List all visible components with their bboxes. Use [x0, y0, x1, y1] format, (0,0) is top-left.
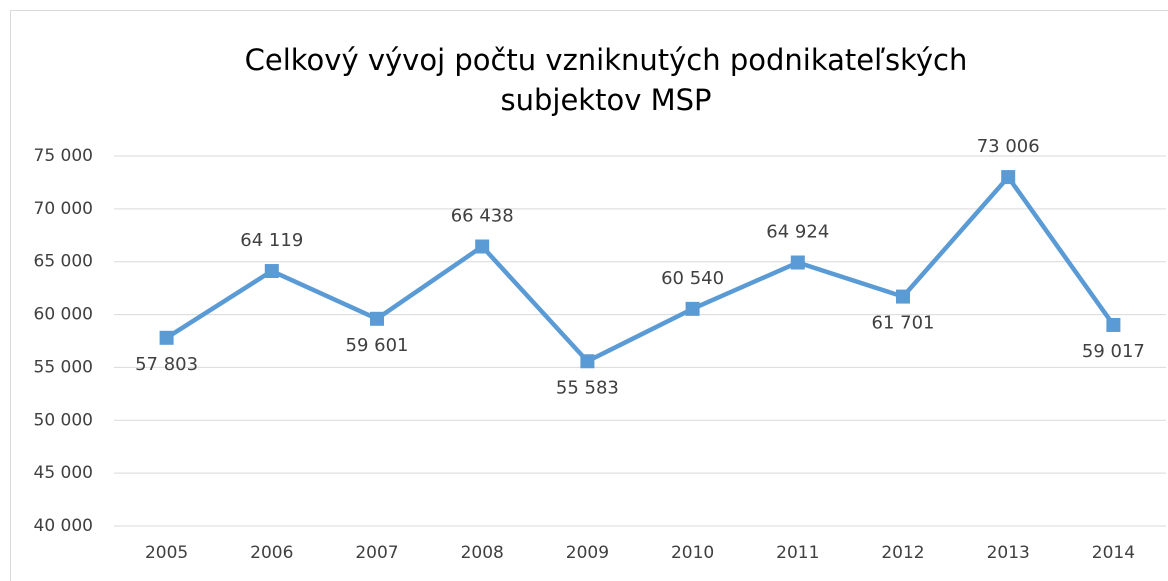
chart-title: Celkový vývoj počtu vzniknutých podnikat… [245, 43, 968, 77]
marker [580, 354, 595, 369]
y-tick-label: 45 000 [34, 463, 93, 483]
data-label: 66 438 [451, 206, 514, 227]
x-tick-label: 2011 [776, 543, 819, 563]
y-tick-label: 70 000 [34, 199, 93, 219]
marker [1106, 317, 1121, 332]
x-tick-label: 2010 [671, 543, 714, 563]
data-label: 60 540 [661, 268, 724, 289]
marker [790, 255, 805, 270]
data-label: 73 006 [977, 136, 1040, 157]
data-label: 55 583 [556, 377, 619, 398]
line [165, 174, 1116, 364]
marker [159, 330, 174, 345]
data-label: 64 924 [766, 222, 829, 243]
chart-title: subjektov MSP [500, 83, 711, 117]
data-label: 61 701 [872, 313, 935, 334]
x-tick-label: 2009 [566, 543, 609, 563]
data-label: 59 601 [346, 335, 409, 356]
y-tick-label: 75 000 [34, 146, 93, 166]
x-tick-label: 2005 [145, 543, 188, 563]
x-tick-label: 2008 [461, 543, 504, 563]
x-tick-label: 2007 [355, 543, 398, 563]
y-tick-label: 50 000 [34, 410, 93, 430]
marker [264, 264, 279, 279]
marker [685, 301, 700, 316]
y-tick-label: 60 000 [34, 305, 93, 325]
data-label: 57 803 [135, 354, 198, 375]
y-tick-label: 55 000 [34, 357, 93, 377]
marker [1001, 170, 1016, 185]
y-tick-label: 40 000 [34, 516, 93, 536]
y-tick-label: 65 000 [34, 252, 93, 272]
marker [475, 239, 490, 254]
x-tick-label: 2006 [250, 543, 293, 563]
data-label: 59 017 [1082, 341, 1145, 362]
x-tick-label: 2013 [987, 543, 1030, 563]
marker [370, 311, 384, 326]
chart-border [10, 10, 1168, 581]
x-tick-label: 2014 [1092, 543, 1135, 563]
marker [896, 289, 910, 304]
x-tick-label: 2012 [881, 543, 924, 563]
data-label: 64 119 [240, 230, 303, 251]
